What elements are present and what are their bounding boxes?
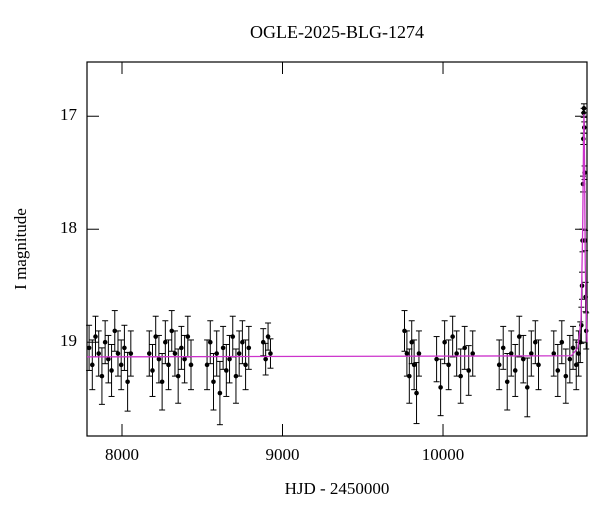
data-point <box>227 356 232 362</box>
x-axis-label: HJD - 2450000 <box>285 479 390 498</box>
y-axis-label: I magnitude <box>11 208 30 290</box>
data-point <box>559 339 565 345</box>
x-tick-label: 10000 <box>422 445 465 464</box>
data-point <box>407 373 412 379</box>
y-tick-label: 17 <box>60 105 78 124</box>
data-point <box>93 334 98 339</box>
y-tick-label: 19 <box>60 331 77 350</box>
data-point <box>450 334 455 339</box>
data-point <box>411 362 417 368</box>
data-point <box>243 362 248 368</box>
data-point <box>122 345 127 351</box>
data-point <box>163 339 168 345</box>
data-point <box>224 368 229 373</box>
data-point <box>470 351 476 356</box>
data-point <box>555 368 561 373</box>
data-point <box>434 356 439 362</box>
data-point <box>179 345 184 351</box>
data-point <box>414 390 419 396</box>
data-point <box>533 339 538 345</box>
data-point <box>524 385 530 390</box>
data-point <box>159 379 165 385</box>
data-point <box>573 362 579 368</box>
data-point <box>125 379 130 385</box>
data-point <box>175 373 181 379</box>
data-point <box>442 339 447 345</box>
data-point <box>563 373 569 379</box>
data-point <box>500 345 506 351</box>
data-point <box>233 373 239 379</box>
data-point <box>220 345 226 351</box>
data-point <box>102 339 108 345</box>
data-point <box>581 106 587 111</box>
data-point <box>536 362 541 368</box>
data-point <box>416 351 422 356</box>
y-tick-label: 18 <box>60 218 77 237</box>
data-point <box>156 356 162 362</box>
data-point <box>166 362 171 368</box>
data-point <box>150 368 155 373</box>
data-point <box>504 379 510 385</box>
data-point <box>112 328 118 334</box>
data-point <box>265 334 271 339</box>
data-point <box>217 390 223 396</box>
data-point <box>109 368 114 373</box>
data-point <box>246 345 252 351</box>
data-point <box>458 373 463 379</box>
data-point <box>570 345 576 351</box>
data-point <box>86 345 92 351</box>
data-point <box>454 351 459 356</box>
data-point <box>118 362 124 368</box>
data-point <box>211 379 216 385</box>
data-point <box>182 356 187 362</box>
data-point <box>496 362 502 368</box>
data-point <box>567 356 573 362</box>
data-point <box>230 334 236 339</box>
data-point <box>512 368 518 373</box>
data-point <box>89 362 95 368</box>
data-point <box>551 351 557 356</box>
model-curve <box>86 113 588 358</box>
data-point <box>438 385 443 390</box>
data-point <box>115 351 121 356</box>
data-point <box>466 368 472 373</box>
x-tick-label: 9000 <box>266 445 300 464</box>
data-point <box>169 328 175 334</box>
data-point <box>404 351 410 356</box>
data-point <box>508 351 514 356</box>
x-tick-label: 8000 <box>105 445 139 464</box>
data-point <box>462 345 467 351</box>
chart-title: OGLE-2025-BLG-1274 <box>250 22 424 42</box>
plot-frame <box>86 61 588 437</box>
data-point <box>529 351 534 356</box>
data-point <box>188 362 194 368</box>
data-point <box>214 351 219 356</box>
data-point <box>268 351 273 356</box>
data-point <box>207 339 213 345</box>
data-point <box>172 351 178 356</box>
data-point <box>128 351 134 356</box>
data-point <box>146 351 152 356</box>
data-point <box>236 351 242 356</box>
data-point <box>446 362 451 368</box>
data-point <box>263 356 268 362</box>
data-point <box>409 339 415 345</box>
data-point <box>240 339 245 345</box>
data-point <box>185 334 191 339</box>
data-point <box>96 351 102 356</box>
data-point <box>99 373 105 379</box>
data-point <box>106 356 111 362</box>
